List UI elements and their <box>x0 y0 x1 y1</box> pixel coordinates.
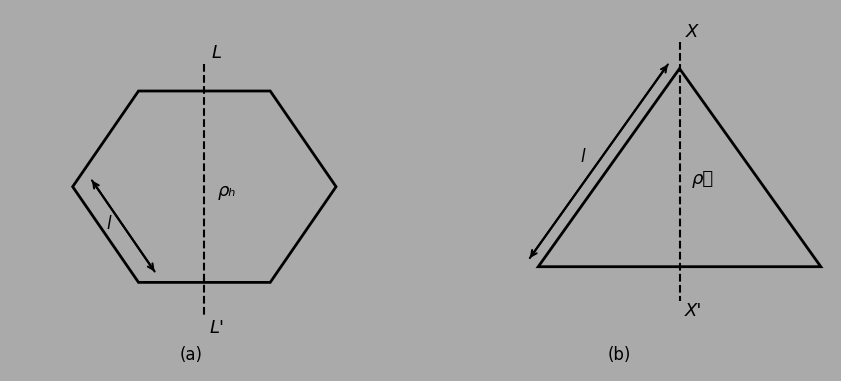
Text: (b): (b) <box>607 346 631 364</box>
Text: l: l <box>580 149 584 166</box>
Text: X: X <box>685 23 698 41</box>
Text: ρᵜ: ρᵜ <box>691 170 714 188</box>
Text: L: L <box>211 45 221 62</box>
Text: (a): (a) <box>179 346 202 364</box>
Text: l: l <box>107 215 111 233</box>
Text: ρₕ: ρₕ <box>218 181 236 200</box>
Polygon shape <box>538 69 821 267</box>
Text: L': L' <box>209 319 225 336</box>
Polygon shape <box>72 91 336 282</box>
Text: X': X' <box>685 302 701 320</box>
